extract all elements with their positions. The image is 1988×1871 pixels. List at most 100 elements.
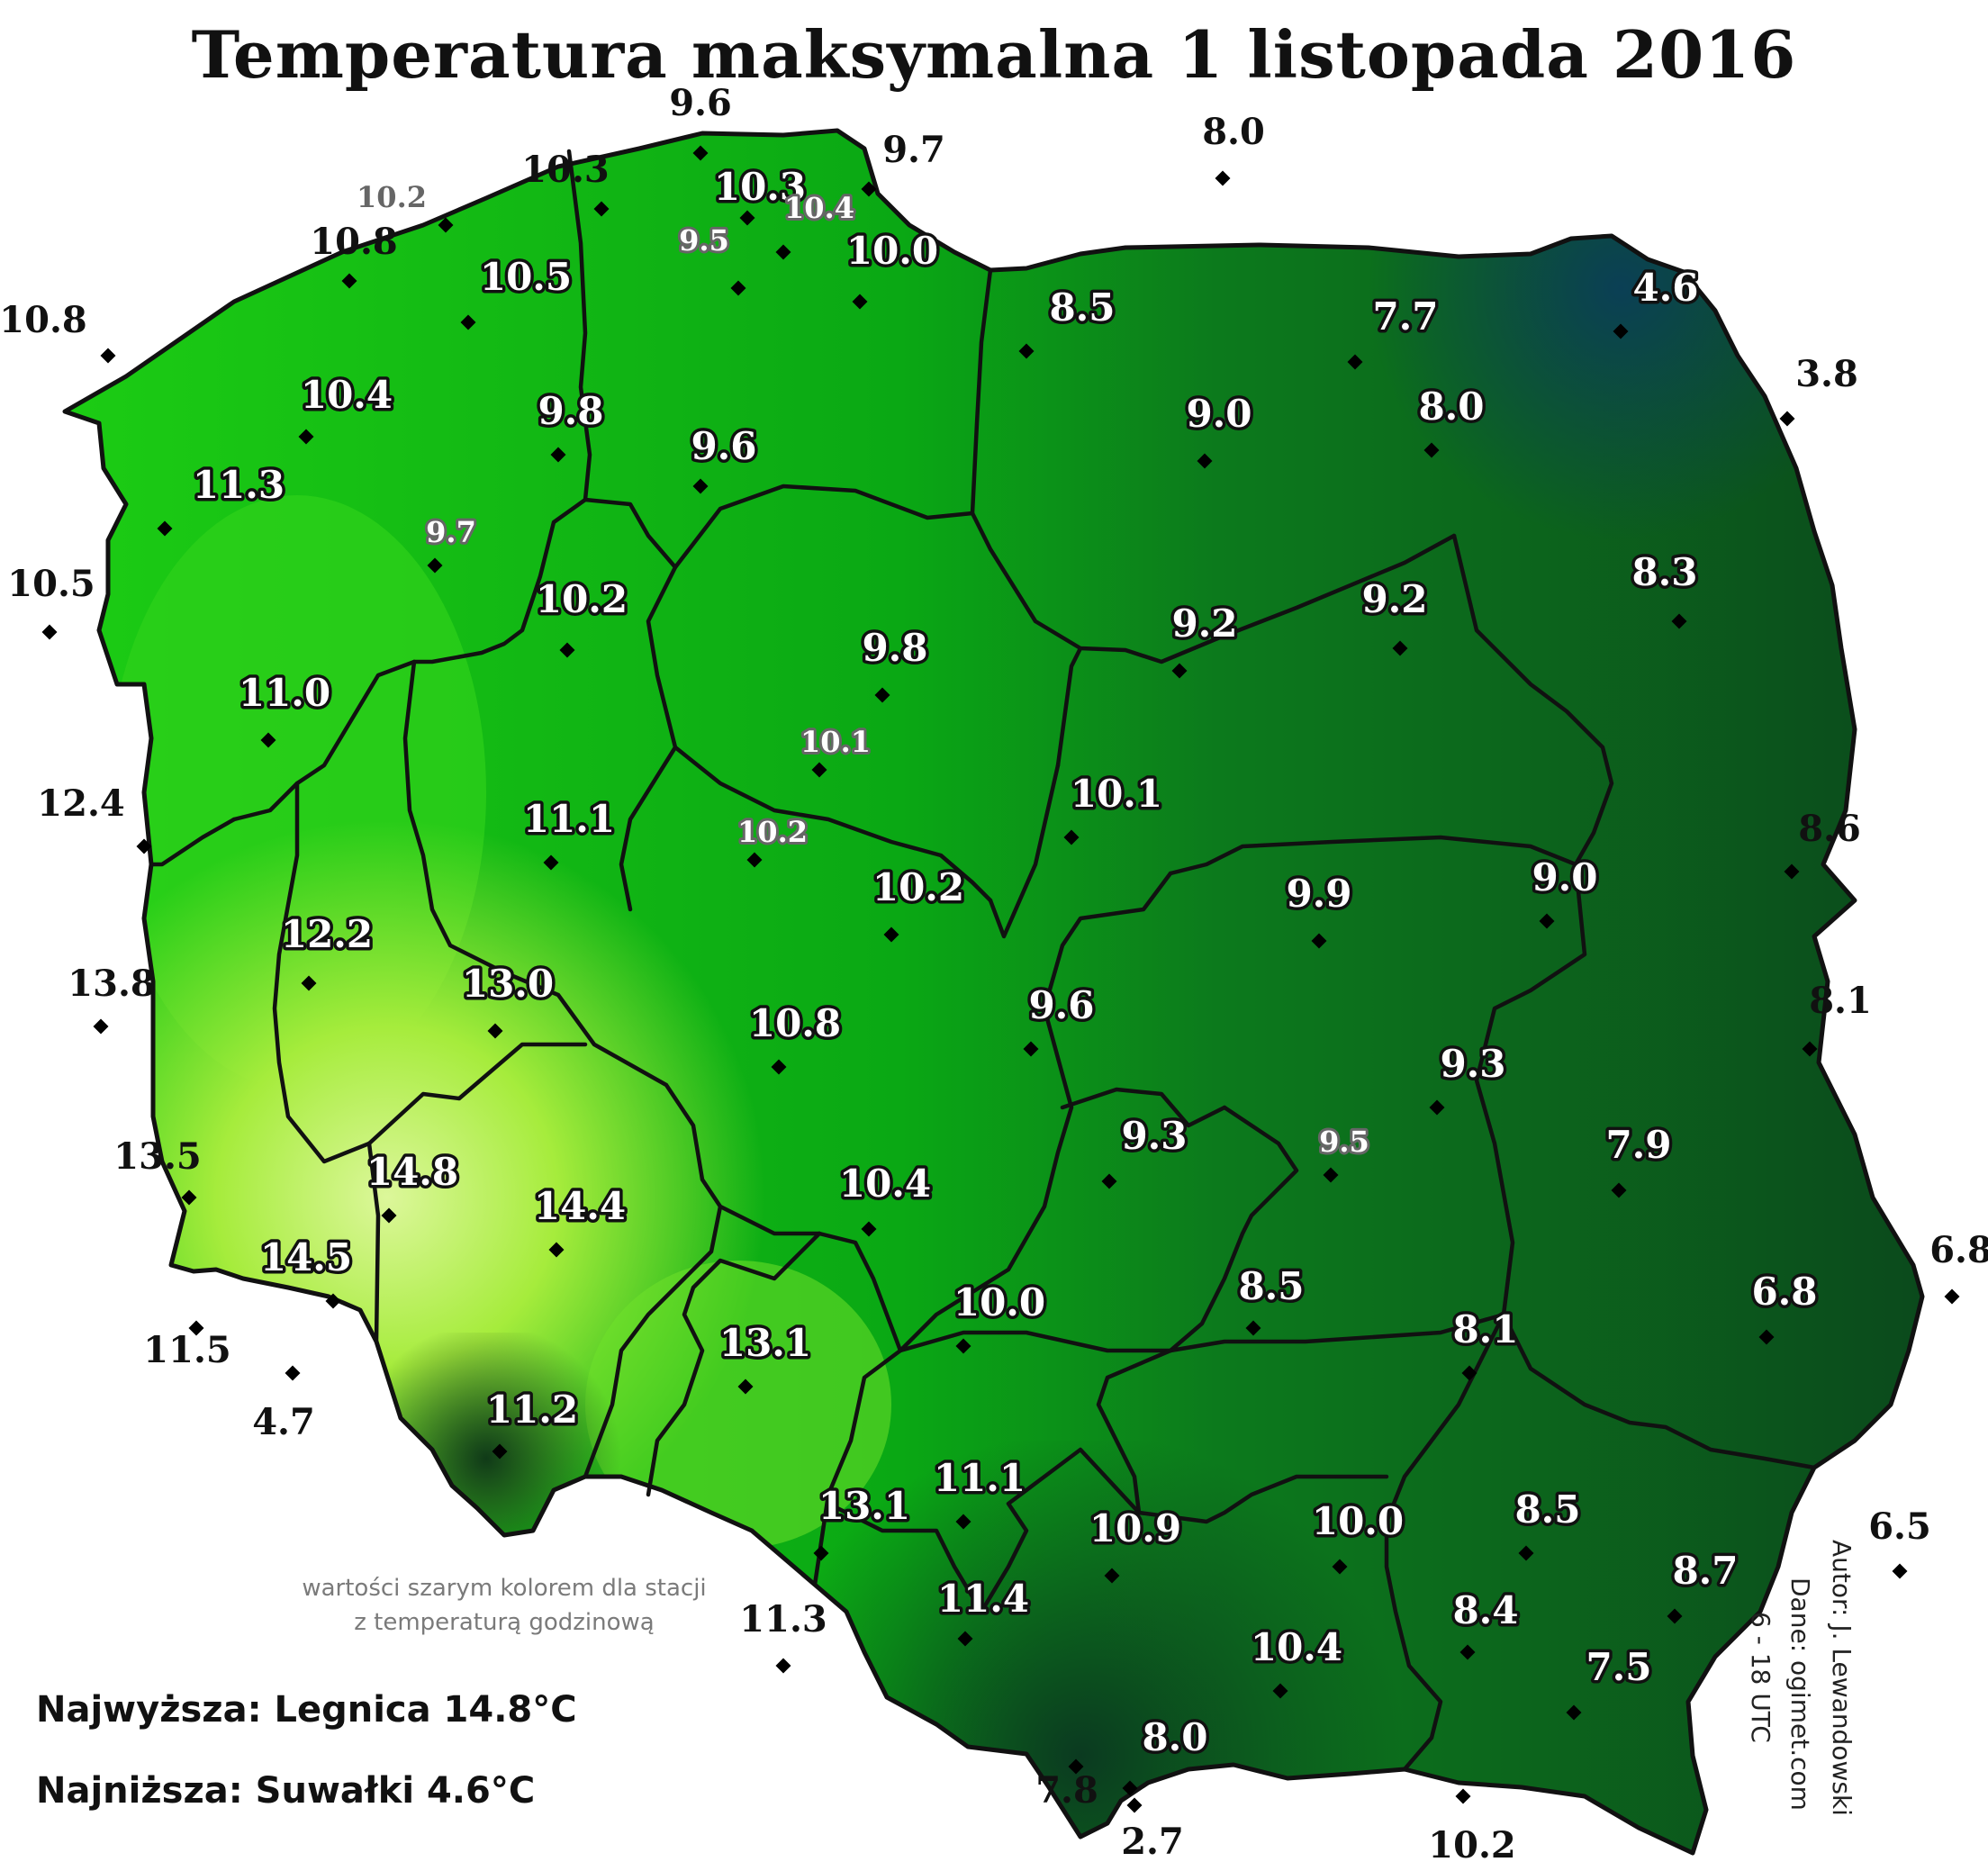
station: 7.5: [1566, 1642, 1655, 1721]
station-marker: [157, 520, 173, 537]
station-marker: [730, 280, 746, 296]
station-temperature-label: 11.1: [523, 797, 615, 841]
station: 10.5: [7, 563, 95, 640]
highest-temperature: Najwyższa: Legnica 14.8°C: [36, 1689, 577, 1731]
station: 6.8: [1929, 1229, 1988, 1305]
station-temperature-label: 10.2: [737, 815, 808, 849]
station-temperature-label: 9.0: [1186, 392, 1252, 436]
station-marker: [1461, 1365, 1477, 1381]
station-temperature-label: 11.3: [193, 463, 285, 507]
voivodeship-border-8: [646, 565, 993, 903]
station-marker: [487, 1023, 503, 1039]
station-marker: [1944, 1288, 1960, 1305]
station-temperature-label: 10.1: [1071, 772, 1162, 816]
station-temperature-label: 8.0: [1202, 111, 1265, 153]
station-temperature-label: 9.3: [1440, 1042, 1505, 1086]
station-marker: [1892, 1563, 1908, 1579]
station-marker: [1429, 1099, 1445, 1116]
station-temperature-label: 11.1: [934, 1456, 1026, 1500]
station-temperature-label: 8.1: [1809, 980, 1872, 1022]
station-temperature-label: 9.2: [1361, 577, 1427, 621]
station: 11.0: [235, 668, 334, 748]
station-temperature-label: 13.8: [68, 963, 155, 1005]
station: 11.2: [483, 1385, 582, 1460]
station-layer: 9.6 10.3 10.3 9.7 8.0 10.2 10.4 10.8 10.5 9.5 10.0…: [0, 82, 1988, 1866]
station-temperature-label: 14.4: [534, 1184, 626, 1228]
station-temperature-label: 10.4: [1251, 1625, 1342, 1669]
station-temperature-label: 10.2: [536, 577, 628, 621]
station-temperature-label: 7.7: [1372, 294, 1438, 339]
station: 11.4: [934, 1574, 1033, 1647]
station: 4.6: [1613, 263, 1702, 339]
voivodeship-border-25: [583, 1204, 723, 1479]
station: 12.2: [277, 909, 376, 991]
voivodeship-border-17: [817, 1231, 903, 1353]
voivodeship-border-13: [1060, 1087, 1227, 1128]
station: 9.6: [688, 421, 760, 494]
station-marker: [41, 624, 58, 640]
station: 8.1: [1802, 980, 1872, 1057]
station-marker: [1323, 1167, 1339, 1183]
voivodeship-border-27: [149, 817, 237, 867]
station-temperature-label: 10.1: [800, 725, 871, 759]
station: 10.2: [869, 863, 968, 943]
station-temperature-label: 8.0: [1142, 1715, 1207, 1759]
station-marker: [692, 478, 709, 494]
station: 10.0: [843, 226, 942, 310]
station-temperature-label: 9.2: [1171, 601, 1237, 646]
station: 8.7: [1667, 1546, 1741, 1624]
station-temperature-label: 9.9: [1286, 872, 1351, 916]
station-marker: [1126, 1797, 1143, 1813]
station-marker: [1023, 1041, 1039, 1057]
station-marker: [298, 429, 314, 445]
station-temperature-label: 10.8: [310, 221, 397, 263]
station-marker: [1566, 1704, 1582, 1721]
station-temperature-label: 6.8: [1751, 1270, 1817, 1314]
station: 13.1: [813, 1481, 914, 1561]
station-temperature-label: 9.8: [538, 389, 603, 433]
voivodeship-border-16: [402, 659, 822, 1236]
station: 11.1: [520, 794, 619, 871]
station: 11.5: [143, 1320, 231, 1371]
voivodeship-border-6: [1168, 835, 1578, 876]
station-temperature-label: 13.1: [719, 1321, 811, 1365]
station-temperature-label: 2.7: [1121, 1821, 1184, 1863]
station-marker: [1784, 863, 1800, 880]
station-temperature-label: 9.8: [862, 626, 927, 670]
station-marker: [1104, 1568, 1120, 1584]
station-marker: [1539, 913, 1555, 929]
station-temperature-label: 6.8: [1929, 1229, 1988, 1271]
station-marker: [739, 210, 755, 226]
voivodeship-border-4: [673, 484, 1457, 664]
poland-border: [62, 128, 1925, 1856]
station: 7.9: [1603, 1120, 1675, 1198]
station-temperature-label: 12.2: [281, 912, 373, 956]
station-temperature-label: 8.6: [1798, 808, 1861, 850]
station-marker: [1122, 1780, 1138, 1796]
station: 8.5: [1512, 1485, 1584, 1561]
author-credit: Autor: J. Lewandowski: [1827, 1540, 1857, 1816]
station-temperature-label: 10.2: [357, 180, 427, 214]
station-marker: [341, 273, 357, 289]
station-marker: [1671, 613, 1687, 629]
station-marker: [737, 1378, 754, 1395]
station: 9.8: [859, 623, 931, 703]
station-temperature-label: 11.0: [239, 671, 330, 715]
station: 9.3: [1429, 1039, 1509, 1116]
station: 10.1: [1063, 769, 1166, 845]
station: 9.9: [1283, 869, 1355, 949]
station: 10.4: [775, 188, 857, 260]
station: 9.5: [676, 221, 746, 296]
station-temperature-label: 7.5: [1586, 1645, 1651, 1689]
station: 11.1: [930, 1453, 1029, 1530]
voivodeship-border-23: [979, 1447, 1142, 1614]
station-temperature-label: 9.6: [669, 82, 732, 124]
station-marker: [438, 217, 454, 233]
station: 14.8: [363, 1147, 462, 1224]
station-temperature-label: 8.1: [1452, 1307, 1518, 1351]
station-temperature-label: 11.2: [486, 1387, 578, 1432]
station: 13.1: [716, 1318, 815, 1395]
station-marker: [1311, 933, 1327, 949]
station-marker: [1667, 1608, 1683, 1624]
